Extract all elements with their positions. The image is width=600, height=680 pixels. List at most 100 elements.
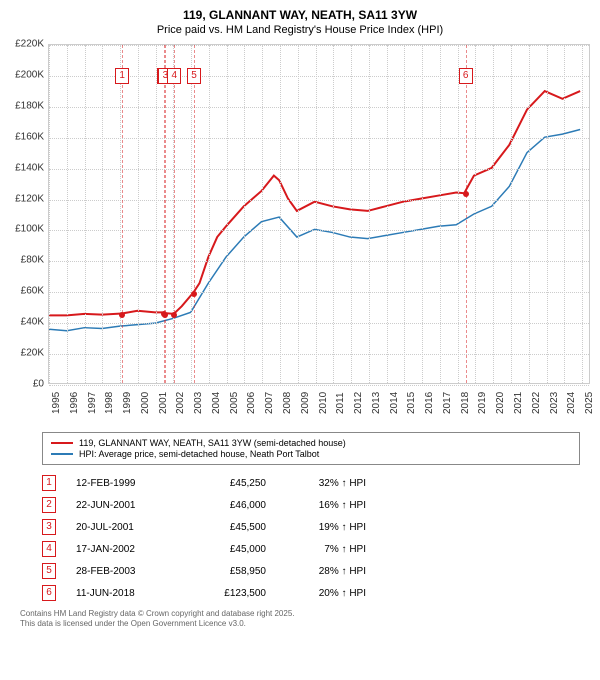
tx-diff: 16% ↑ HPI — [286, 500, 366, 511]
gridline-v — [369, 45, 370, 383]
tx-date: 28-FEB-2003 — [76, 566, 176, 577]
y-tick-label: £20K — [10, 348, 44, 359]
price-dot — [162, 312, 168, 318]
gridline-v — [191, 45, 192, 383]
tx-price: £45,500 — [196, 522, 266, 533]
transaction-row: 528-FEB-2003£58,95028% ↑ HPI — [42, 563, 580, 579]
x-tick-label: 2009 — [300, 392, 311, 414]
x-tick-label: 1995 — [51, 392, 62, 414]
gridline-h — [49, 200, 589, 201]
legend-swatch — [51, 442, 73, 444]
x-tick-label: 2002 — [175, 392, 186, 414]
tx-date: 22-JUN-2001 — [76, 500, 176, 511]
y-tick-label: £200K — [10, 69, 44, 80]
y-tick-label: £100K — [10, 224, 44, 235]
tx-date: 17-JAN-2002 — [76, 544, 176, 555]
gridline-v — [564, 45, 565, 383]
legend: 119, GLANNANT WAY, NEATH, SA11 3YW (semi… — [42, 432, 580, 465]
gridline-h — [49, 323, 589, 324]
x-tick-label: 1996 — [69, 392, 80, 414]
tx-price: £45,000 — [196, 544, 266, 555]
chart-wrap: £0£20K£40K£60K£80K£100K£120K£140K£160K£1… — [10, 44, 590, 424]
transaction-row: 2 22-JUN-2001 £46,000 16% ↑ HPI — [42, 497, 580, 513]
gridline-v — [244, 45, 245, 383]
gridline-v — [138, 45, 139, 383]
gridline-h — [49, 76, 589, 77]
y-tick-label: £80K — [10, 255, 44, 266]
gridline-v — [529, 45, 530, 383]
chart-subtitle: Price paid vs. HM Land Registry's House … — [4, 24, 596, 36]
gridline-h — [49, 261, 589, 262]
x-tick-label: 2013 — [371, 392, 382, 414]
tx-diff: 19% ↑ HPI — [286, 522, 366, 533]
x-tick-label: 2007 — [264, 392, 275, 414]
price-dot — [171, 312, 177, 318]
gridline-v — [156, 45, 157, 383]
x-tick-label: 1998 — [104, 392, 115, 414]
x-tick-label: 2006 — [246, 392, 257, 414]
gridline-h — [49, 230, 589, 231]
marker-vline — [194, 45, 195, 383]
marker-box: 5 — [187, 68, 201, 84]
transaction-row: 611-JUN-2018£123,50020% ↑ HPI — [42, 585, 580, 601]
legend-item: 119, GLANNANT WAY, NEATH, SA11 3YW (semi… — [51, 438, 571, 448]
gridline-h — [49, 45, 589, 46]
tx-diff: 20% ↑ HPI — [286, 588, 366, 599]
x-tick-label: 2001 — [158, 392, 169, 414]
gridline-h — [49, 292, 589, 293]
transaction-table: 112-FEB-1999£45,25032% ↑ HPI 2 22-JUN-2001… — [42, 475, 580, 601]
x-tick-label: 2000 — [140, 392, 151, 414]
footer-line-1: Contains HM Land Registry data © Crown c… — [20, 609, 580, 619]
tx-price: £58,950 — [196, 566, 266, 577]
gridline-v — [333, 45, 334, 383]
tx-number-box: 1 — [42, 475, 56, 491]
x-tick-label: 2003 — [193, 392, 204, 414]
x-tick-label: 2004 — [211, 392, 222, 414]
x-tick-label: 2020 — [495, 392, 506, 414]
x-tick-label: 2008 — [282, 392, 293, 414]
chart-plot-area: 123456 — [48, 44, 590, 384]
gridline-h — [49, 385, 589, 386]
tx-number-box: 5 — [42, 563, 56, 579]
transaction-row: 112-FEB-1999£45,25032% ↑ HPI — [42, 475, 580, 491]
legend-item: HPI: Average price, semi-detached house,… — [51, 449, 571, 459]
gridline-v — [209, 45, 210, 383]
y-tick-label: £160K — [10, 131, 44, 142]
tx-date: 20-JUL-2001 — [76, 522, 176, 533]
footer-attribution: Contains HM Land Registry data © Crown c… — [20, 609, 580, 630]
gridline-h — [49, 138, 589, 139]
tx-number-box: 2 — [42, 497, 56, 513]
y-tick-label: £60K — [10, 286, 44, 297]
gridline-h — [49, 169, 589, 170]
x-tick-label: 1997 — [87, 392, 98, 414]
price-dot — [463, 191, 469, 197]
tx-diff: 32% ↑ HPI — [286, 478, 366, 489]
gridline-v — [387, 45, 388, 383]
marker-box: 4 — [167, 68, 181, 84]
gridline-v — [422, 45, 423, 383]
gridline-v — [582, 45, 583, 383]
x-tick-label: 2015 — [406, 392, 417, 414]
gridline-v — [227, 45, 228, 383]
price-dot — [119, 312, 125, 318]
marker-vline — [122, 45, 123, 383]
x-tick-label: 2016 — [424, 392, 435, 414]
x-tick-label: 2018 — [460, 392, 471, 414]
x-tick-label: 2017 — [442, 392, 453, 414]
gridline-v — [511, 45, 512, 383]
tx-number-box: 6 — [42, 585, 56, 601]
y-tick-label: £140K — [10, 162, 44, 173]
gridline-v — [280, 45, 281, 383]
tx-price: £123,500 — [196, 588, 266, 599]
gridline-v — [351, 45, 352, 383]
marker-vline — [466, 45, 467, 383]
tx-price: £46,000 — [196, 500, 266, 511]
x-tick-label: 2005 — [229, 392, 240, 414]
marker-vline — [165, 45, 166, 383]
x-tick-label: 2012 — [353, 392, 364, 414]
gridline-v — [102, 45, 103, 383]
chart-title: 119, GLANNANT WAY, NEATH, SA11 3YW — [4, 8, 596, 22]
tx-diff: 7% ↑ HPI — [286, 544, 366, 555]
x-tick-label: 2019 — [477, 392, 488, 414]
gridline-h — [49, 107, 589, 108]
